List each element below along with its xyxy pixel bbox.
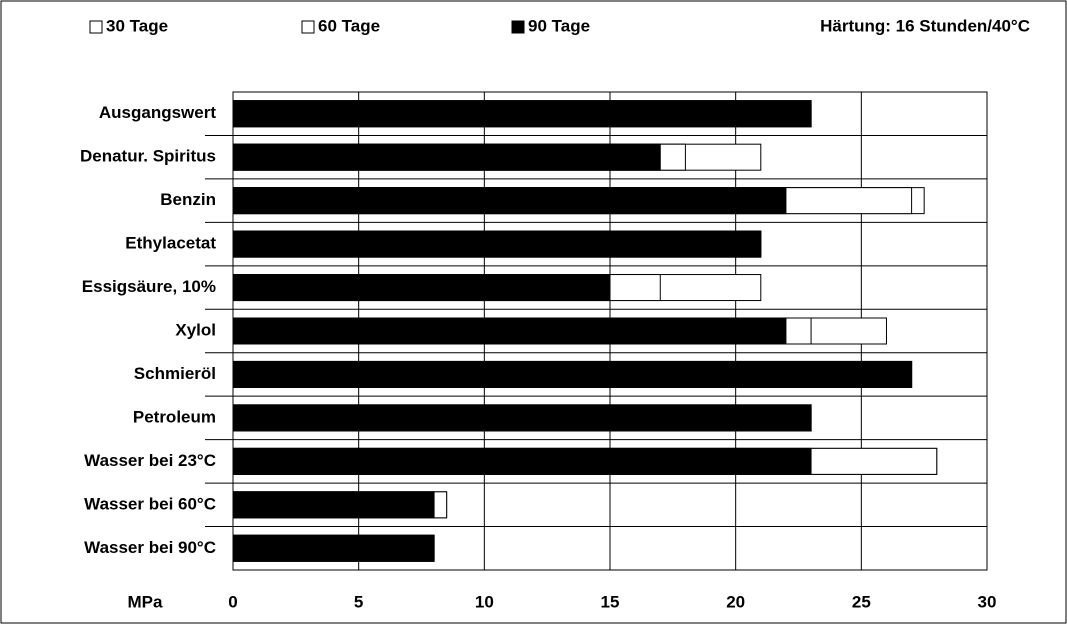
y-tick-label: Wasser bei 60°C	[84, 494, 216, 513]
bar	[232, 274, 611, 302]
bar	[232, 534, 435, 562]
legend-label: 60 Tage	[318, 16, 380, 35]
y-tick-label: Wasser bei 90°C	[84, 538, 216, 557]
legend-label: 30 Tage	[106, 16, 168, 35]
y-tick-label: Schmieröl	[134, 364, 216, 383]
bar	[232, 360, 913, 388]
bar	[232, 447, 812, 475]
legend-swatch	[89, 20, 103, 34]
bar	[232, 100, 812, 128]
legend-label: 90 Tage	[528, 16, 590, 35]
x-tick-label: 0	[228, 592, 237, 611]
x-tick-label: 25	[852, 592, 871, 611]
bar	[232, 491, 435, 519]
y-tick-label: Ausgangswert	[99, 103, 216, 122]
y-tick-label: Petroleum	[133, 407, 216, 426]
y-tick-label: Xylol	[175, 320, 216, 339]
bar	[232, 404, 812, 432]
x-tick-label: 20	[726, 592, 745, 611]
annotation: Härtung: 16 Stunden/40°C	[820, 16, 1030, 35]
x-axis-label: MPa	[128, 592, 164, 611]
x-tick-label: 15	[601, 592, 620, 611]
x-tick-label: 30	[978, 592, 997, 611]
bar	[232, 230, 762, 258]
y-tick-label: Benzin	[160, 190, 216, 209]
bar	[232, 187, 787, 215]
y-tick-label: Ethylacetat	[125, 234, 216, 253]
x-tick-label: 5	[354, 592, 363, 611]
x-tick-label: 10	[475, 592, 494, 611]
y-tick-label: Essigsäure, 10%	[82, 277, 216, 296]
y-tick-label: Denatur. Spiritus	[80, 147, 216, 166]
y-tick-label: Wasser bei 23°C	[84, 451, 216, 470]
legend-swatch	[511, 20, 525, 34]
legend-swatch	[301, 20, 315, 34]
bar	[232, 317, 787, 345]
bar	[232, 143, 661, 171]
